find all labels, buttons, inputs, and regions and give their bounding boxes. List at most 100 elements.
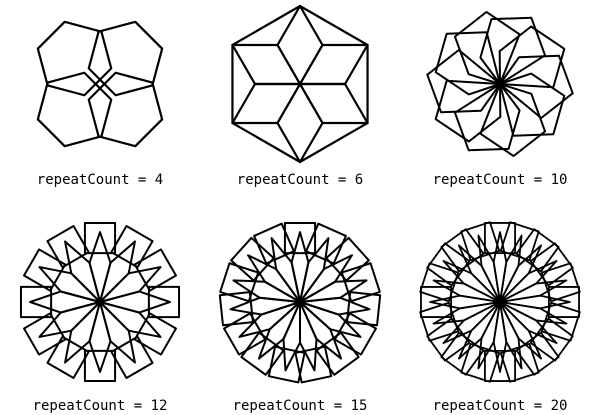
- figure-caption: repeatCount = 6: [236, 172, 364, 188]
- outer-tile: [283, 221, 317, 255]
- outer-tile: [460, 342, 501, 383]
- figure-caption: repeatCount = 20: [432, 398, 568, 414]
- cube-rhombus: [298, 43, 369, 86]
- inner-petal: [64, 301, 101, 364]
- outer-tile: [46, 225, 90, 269]
- inner-petal: [88, 301, 112, 373]
- figure-cell-repeat-15: repeatCount = 15: [200, 208, 400, 415]
- outer-tile: [23, 312, 67, 356]
- rosette-drawing-repeat-20: [419, 221, 581, 383]
- outer-tile: [540, 262, 581, 303]
- inner-petal: [38, 301, 101, 338]
- inner-petal: [99, 266, 162, 303]
- outer-tile: [419, 262, 460, 303]
- outer-tile: [46, 335, 90, 379]
- outer-tile: [499, 221, 540, 262]
- outer-tile: [420, 286, 453, 318]
- outer-tile: [240, 331, 285, 376]
- rosette-drawing-repeat-6: [231, 4, 369, 164]
- outer-tile: [440, 331, 485, 376]
- hexagon-petal: [87, 71, 164, 148]
- outer-tile: [325, 236, 370, 282]
- inner-petal: [99, 290, 171, 314]
- outer-tile: [484, 349, 516, 382]
- figure-cell-repeat-6: repeatCount = 6: [200, 0, 400, 207]
- outer-tile: [147, 285, 181, 319]
- figure-caption: repeatCount = 12: [32, 398, 168, 414]
- outer-tile: [529, 317, 574, 362]
- cube-rhombus: [231, 43, 302, 86]
- outer-tile: [440, 228, 485, 273]
- inner-petal: [29, 290, 101, 314]
- pentagon-petal: [434, 31, 501, 96]
- outer-tile: [419, 301, 460, 342]
- outer-tile: [294, 345, 333, 384]
- outer-tile: [19, 285, 53, 319]
- inner-petal: [99, 240, 136, 303]
- outer-tile: [219, 262, 260, 303]
- inner-petal: [99, 301, 162, 338]
- outer-tile: [426, 242, 471, 287]
- outer-tile: [23, 248, 67, 292]
- inner-petal: [270, 237, 301, 303]
- pentagon-petal: [453, 83, 521, 152]
- figure-cell-repeat-10: repeatCount = 10: [400, 0, 600, 207]
- outer-tile: [346, 291, 382, 327]
- pentagon-petal: [479, 16, 547, 85]
- figure-cell-repeat-20: repeatCount = 20: [400, 208, 600, 415]
- outer-tile: [218, 291, 254, 327]
- cube-rhombus: [276, 4, 324, 86]
- hexagon-petal: [36, 71, 113, 148]
- outer-tile: [133, 248, 177, 292]
- outer-tile: [253, 222, 295, 265]
- figure-caption: repeatCount = 4: [36, 172, 164, 188]
- pentagon-petal: [479, 83, 547, 158]
- figure-caption: repeatCount = 10: [432, 172, 568, 188]
- outer-tile: [540, 301, 581, 342]
- inner-petal: [88, 231, 112, 303]
- inner-petal: [64, 240, 101, 303]
- inner-petal: [99, 301, 136, 364]
- inner-petal: [477, 234, 501, 303]
- pentagon-petal: [499, 72, 566, 137]
- cube-rhombus: [276, 82, 324, 164]
- outer-tile: [340, 262, 381, 303]
- outer-tile: [547, 286, 580, 318]
- outer-tile: [110, 225, 154, 269]
- outer-tile: [223, 312, 267, 356]
- figure-cell-repeat-12: repeatCount = 12: [0, 208, 200, 415]
- hexagon-petal: [36, 20, 113, 97]
- outer-tile: [333, 312, 377, 356]
- inner-petal: [290, 231, 310, 303]
- outer-tile: [529, 242, 574, 287]
- pentagon-petal: [434, 79, 502, 143]
- figure-cell-repeat-4: repeatCount = 4: [0, 0, 200, 207]
- hexagon-petal: [87, 20, 164, 97]
- figure-caption: repeatCount = 15: [232, 398, 368, 414]
- outer-tile: [305, 222, 347, 265]
- outer-tile: [484, 222, 516, 255]
- inner-petal: [38, 266, 101, 303]
- outer-tile: [515, 331, 560, 376]
- outer-tile: [83, 221, 117, 255]
- cube-rhombus: [231, 82, 302, 125]
- outer-tile: [499, 342, 540, 383]
- rosette-drawing-repeat-4: [36, 20, 164, 148]
- pentagon-petal: [453, 10, 521, 85]
- outer-tile: [515, 228, 560, 273]
- outer-tile: [426, 317, 471, 362]
- pentagon-petal: [498, 25, 566, 89]
- pentagon-petal: [426, 49, 501, 114]
- pentagon-petal: [499, 54, 574, 119]
- outer-tile: [230, 236, 275, 282]
- outer-tile: [460, 221, 501, 262]
- outer-tile: [110, 335, 154, 379]
- outer-tile: [83, 349, 117, 383]
- rosette-drawing-repeat-15: [218, 221, 382, 384]
- outer-hexagon: [231, 4, 369, 164]
- rosette-drawing-repeat-10: [426, 10, 574, 158]
- rosette-drawing-repeat-12: [19, 221, 181, 383]
- outer-tile: [315, 331, 360, 376]
- outer-tile: [267, 345, 306, 384]
